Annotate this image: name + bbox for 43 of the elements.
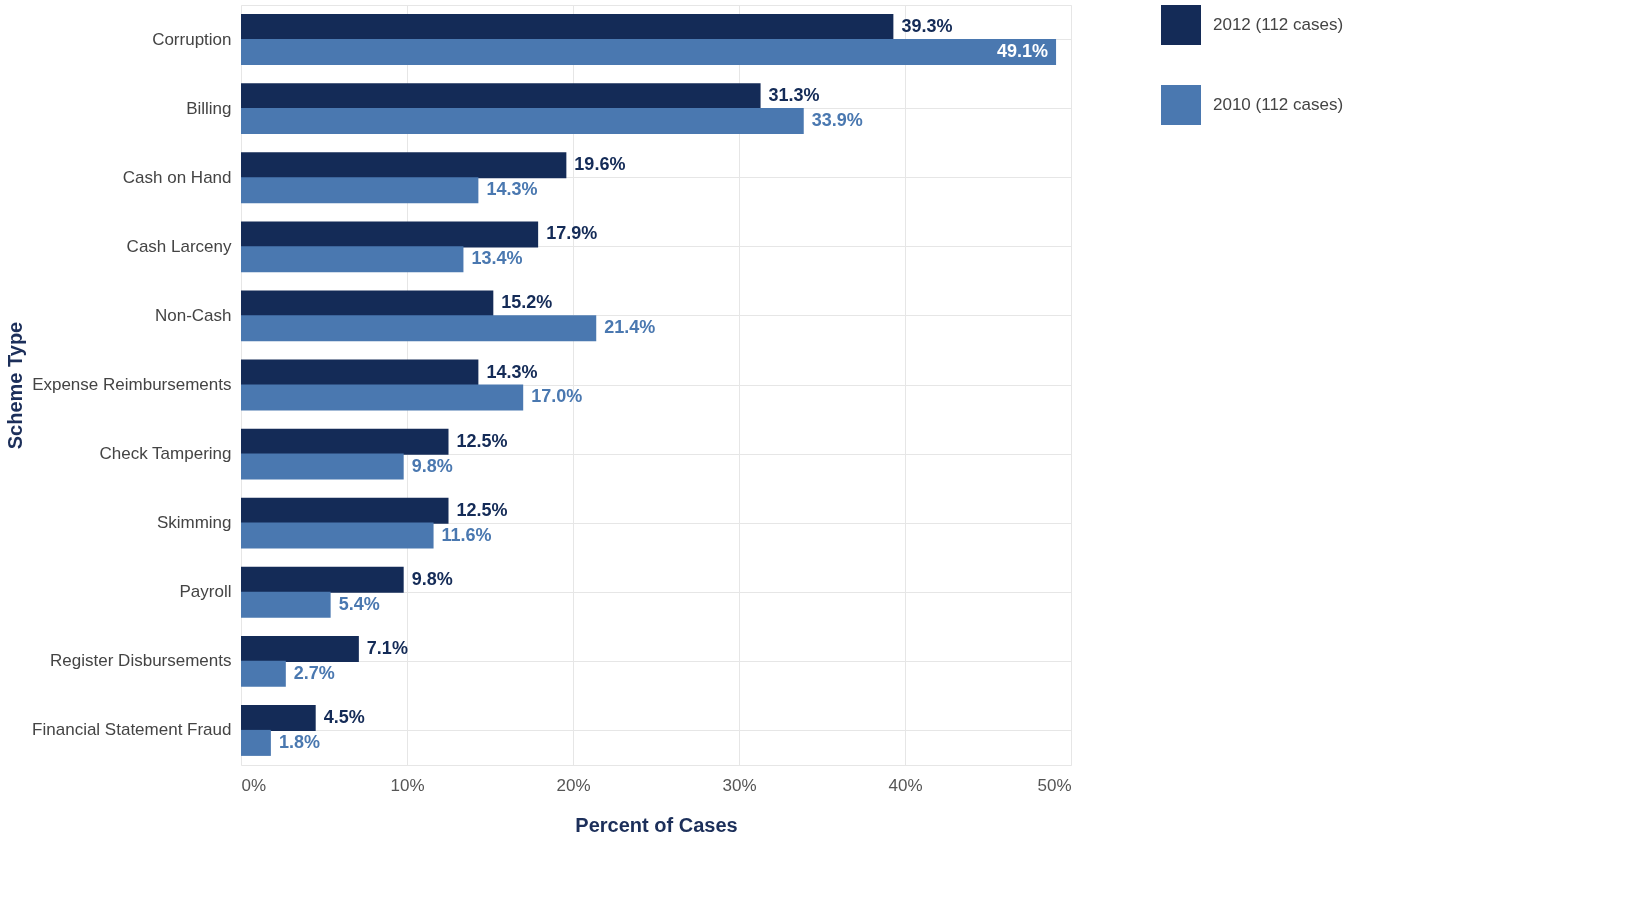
x-tick-label: 30% xyxy=(722,775,757,795)
legend-label: 2012 (112 cases) xyxy=(1213,15,1344,34)
data-label: 15.2% xyxy=(501,292,553,313)
y-tick-label: Payroll xyxy=(179,582,232,602)
x-tick-label: 10% xyxy=(390,775,425,795)
data-label: 49.1% xyxy=(997,40,1049,61)
data-label: 12.5% xyxy=(456,499,508,520)
data-label: 19.6% xyxy=(574,154,626,175)
data-label: 14.3% xyxy=(486,361,538,382)
data-label: 13.4% xyxy=(471,248,523,269)
data-label: 14.3% xyxy=(486,179,538,200)
data-label: 1.8% xyxy=(278,731,320,752)
x-tick-label: 50% xyxy=(1037,775,1072,795)
y-tick-label: Register Disbursements xyxy=(50,651,232,671)
y-tick-label: Check Tampering xyxy=(99,444,232,464)
data-label: 39.3% xyxy=(901,16,953,37)
y-tick-label: Non-Cash xyxy=(154,305,232,325)
data-label: 5.4% xyxy=(338,593,380,614)
y-tick-label: Skimming xyxy=(156,513,232,533)
x-tick-label: 20% xyxy=(556,775,591,795)
x-tick-label: 40% xyxy=(888,775,923,795)
data-label: 12.5% xyxy=(456,430,508,451)
data-label: 9.8% xyxy=(411,455,453,476)
y-tick-label: Cash Larceny xyxy=(126,236,232,256)
data-label: 31.3% xyxy=(768,85,820,106)
data-label: 17.0% xyxy=(531,386,583,407)
legend-label: 2010 (112 cases) xyxy=(1213,95,1344,114)
data-label: 2.7% xyxy=(293,662,335,683)
data-label: 17.9% xyxy=(546,223,598,244)
data-label: 4.5% xyxy=(323,707,365,728)
y-tick-label: Billing xyxy=(186,98,232,118)
data-label: 7.1% xyxy=(366,637,408,658)
y-tick-label: Expense Reimbursements xyxy=(32,375,232,394)
data-label: 9.8% xyxy=(411,568,453,589)
x-axis-title: Percent of Cases xyxy=(575,813,738,836)
data-label: 11.6% xyxy=(441,524,492,545)
y-axis-title: Scheme Type xyxy=(3,321,26,450)
x-tick-label: 0% xyxy=(241,775,267,795)
y-tick-label: Cash on Hand xyxy=(122,167,232,187)
y-tick-label: Corruption xyxy=(152,29,232,49)
y-tick-label: Financial Statement Fraud xyxy=(32,720,232,740)
data-label: 21.4% xyxy=(604,317,656,338)
data-label: 33.9% xyxy=(811,110,863,131)
